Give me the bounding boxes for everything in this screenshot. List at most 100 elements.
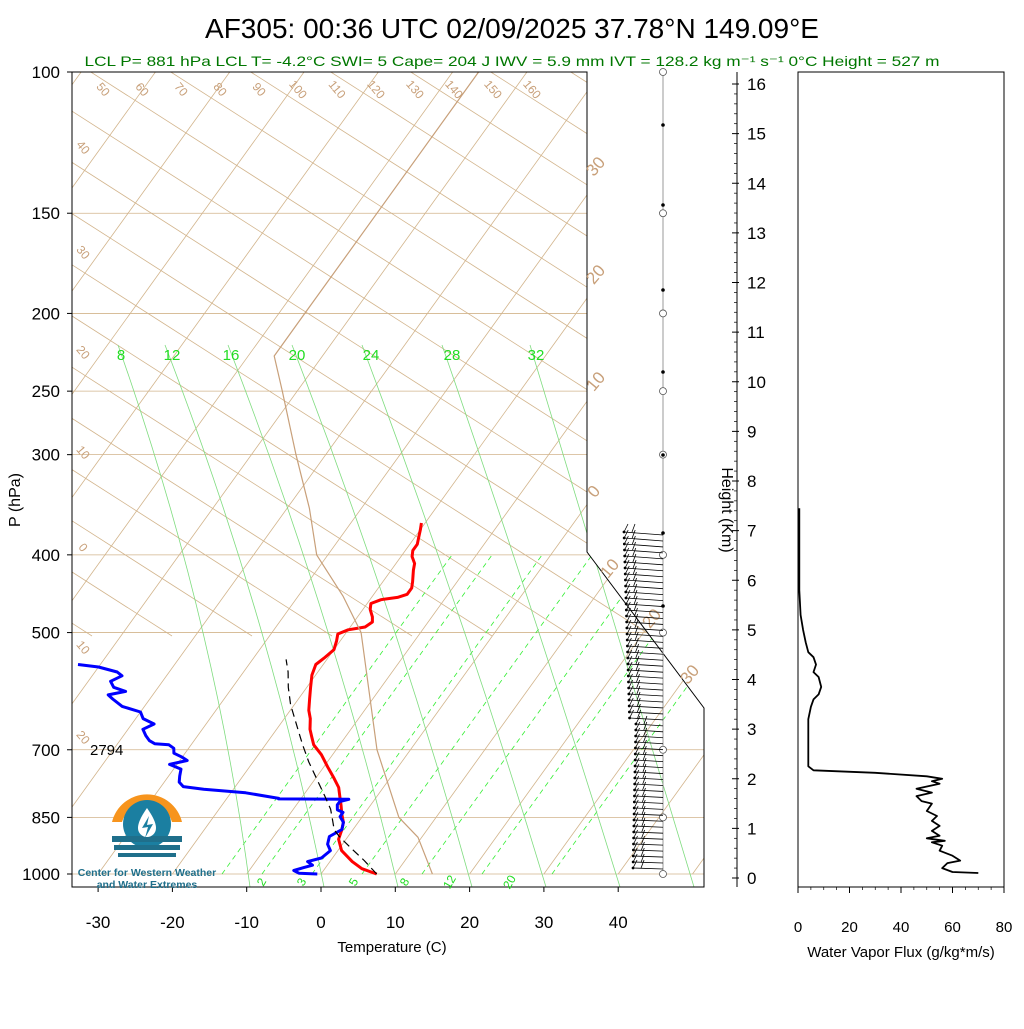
- mixing-ratio-label: 8: [117, 347, 125, 364]
- wind-barb-dot: [625, 627, 628, 630]
- dry-adiabat-line: [0, 60, 412, 636]
- wind-barb-staff: [625, 562, 663, 565]
- flux-tick-label: 60: [944, 919, 961, 936]
- height-tick-label: 13: [747, 224, 766, 243]
- isotherm-line: [618, 72, 1024, 874]
- wind-level-dot: [661, 370, 665, 374]
- isotherm-line: [767, 72, 1024, 874]
- dry-adiabat-line: [712, 60, 1024, 636]
- temperature-tick-label: 40: [609, 913, 628, 932]
- mixing-ratio-label: 12: [164, 347, 181, 364]
- mixing-ratio-bottom-label: 12: [440, 872, 459, 891]
- wind-barb-dot: [632, 855, 635, 858]
- pressure-tick-label: 400: [32, 546, 60, 565]
- wind-level-dot: [661, 203, 665, 207]
- isotherm-label: 120: [364, 77, 388, 102]
- wind-barb-dot: [634, 765, 637, 768]
- isotherm-line: [0, 72, 453, 874]
- isotherm-label: 80: [210, 80, 230, 99]
- isotherm-line: [544, 72, 1024, 874]
- height-tick-label: 14: [747, 174, 766, 193]
- wind-barb-staff: [626, 592, 663, 595]
- logo-text-line2: and Water Extremes: [97, 879, 198, 891]
- wind-barb-staff: [624, 532, 663, 535]
- wind-barb-dot: [632, 867, 635, 870]
- pressure-tick-label: 850: [32, 808, 60, 827]
- dry-adiabat-line: [312, 60, 1024, 636]
- wind-barb-dot: [634, 741, 637, 744]
- isotherm-line: [693, 72, 1024, 874]
- isotherm-label: 100: [286, 77, 310, 102]
- mixing-ratio-line: [262, 555, 492, 874]
- pressure-tick-label: 150: [32, 204, 60, 223]
- wind-barb-staff: [635, 754, 663, 756]
- mixing-ratio-line: [422, 555, 652, 874]
- wind-barb-dot: [634, 729, 637, 732]
- wind-barb-staff: [629, 694, 663, 696]
- mixing-ratio-label: 20: [289, 347, 306, 364]
- wind-barb-dot: [634, 753, 637, 756]
- logo-wave-3: [118, 853, 176, 857]
- wind-barb-dot: [633, 813, 636, 816]
- skewt-background-lines: [0, 60, 1024, 887]
- wind-barb-staff: [629, 712, 663, 714]
- wind-barb-dot: [628, 705, 631, 708]
- height-tick-label: 16: [747, 75, 766, 94]
- dry-adiabat-line: [0, 60, 12, 636]
- height-tick-label: 5: [747, 621, 756, 640]
- dry-adiabat-line: [72, 60, 972, 636]
- wind-barb-dot: [624, 573, 627, 576]
- wind-barb-dot: [628, 699, 631, 702]
- wind-barb-staff: [634, 826, 663, 827]
- mixing-ratio-bottom-label: 8: [397, 875, 413, 888]
- temperature-tick-label: 20: [460, 913, 479, 932]
- dewpoint-profile-line: [78, 665, 349, 875]
- pressure-tick-label: 100: [32, 63, 60, 82]
- isotherm-line: [321, 72, 898, 874]
- wind-barb-staff: [635, 772, 663, 774]
- wind-barb-dot: [632, 831, 635, 834]
- pressure-tick-label: 500: [32, 624, 60, 643]
- wind-barb-dot: [627, 693, 630, 696]
- dry-adiabat-line: [552, 60, 1024, 636]
- wind-barb-dot: [632, 825, 635, 828]
- wind-barb-dot: [632, 849, 635, 852]
- mixing-ratio-bottom-label: 3: [294, 875, 310, 888]
- wind-barb-staff: [634, 844, 663, 845]
- wind-barb-dot: [633, 819, 636, 822]
- wind-barb-staff: [633, 850, 663, 851]
- wind-barb-dot: [625, 621, 628, 624]
- isotherm-left-label: 10: [73, 638, 93, 657]
- wind-barb-dot: [624, 579, 627, 582]
- flux-tick-label: 0: [794, 919, 802, 936]
- wind-barb-staff: [628, 652, 663, 654]
- wind-barb-dot: [625, 603, 628, 606]
- temperature-tick-label: 10: [386, 913, 405, 932]
- calm-wind-circle: [660, 210, 667, 217]
- isotherm-right-label: 20: [582, 261, 609, 288]
- mixing-ratio-label: 24: [363, 347, 380, 364]
- wind-barb-staff: [626, 604, 663, 607]
- height-tick-label: 3: [747, 720, 756, 739]
- wind-barb-staff: [625, 556, 663, 559]
- dry-adiabat-line: [392, 60, 1024, 636]
- wind-barb-dot: [623, 543, 626, 546]
- isotherm-right-label: 30: [582, 153, 609, 180]
- wind-barb-staff: [635, 784, 663, 785]
- flux-profile-line: [799, 508, 978, 873]
- temperature-axis-label: Temperature (C): [337, 939, 446, 956]
- isotherm-line: [395, 72, 972, 874]
- wind-barb-staff: [624, 544, 663, 547]
- isotherm-label: 50: [93, 80, 113, 99]
- flux-axis-label: Water Vapor Flux (g/kg*m/s): [807, 944, 995, 961]
- dry-adiabat-line: [792, 60, 1024, 636]
- isotherm-left-label: 40: [73, 138, 93, 157]
- calm-wind-circle: [660, 310, 667, 317]
- annotation-2794: 2794: [90, 742, 123, 759]
- wind-barb-dot: [633, 789, 636, 792]
- mixing-ratio-bottom-label: 5: [346, 875, 362, 888]
- wind-barb-dot: [632, 837, 635, 840]
- isotherm-line: [0, 72, 527, 874]
- wind-barb-staff: [625, 568, 663, 571]
